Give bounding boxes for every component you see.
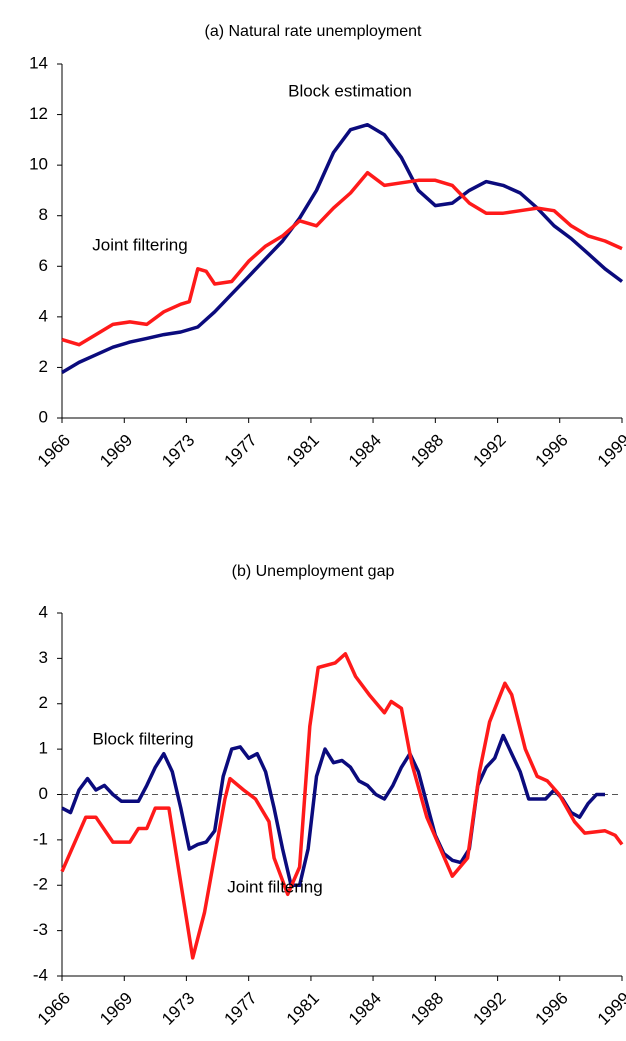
- x-tick-label: 1977: [220, 431, 260, 471]
- x-tick-label: 1977: [220, 989, 260, 1029]
- x-tick-label: 1996: [532, 989, 572, 1029]
- x-tick-label: 1966: [34, 431, 74, 471]
- x-tick-label: 1999: [594, 431, 626, 471]
- y-tick-label: 12: [29, 104, 48, 123]
- x-tick-label: 1996: [532, 431, 572, 471]
- x-tick-label: 1981: [283, 431, 323, 471]
- y-tick-label: 0: [39, 407, 48, 426]
- x-tick-label: 1988: [407, 431, 447, 471]
- x-tick-label: 1981: [283, 989, 323, 1029]
- annotation: Joint filtering: [227, 877, 322, 896]
- annotation: Block estimation: [288, 81, 412, 100]
- x-tick-label: 1969: [96, 989, 136, 1029]
- y-tick-label: -3: [33, 920, 48, 939]
- x-tick-label: 1984: [345, 989, 385, 1029]
- x-tick-label: 1969: [96, 431, 136, 471]
- panel: (a) Natural rate unemployment 0 2 4 6 8 10 12 14…: [29, 23, 626, 471]
- series-line: [61, 170, 623, 347]
- y-tick-label: 1: [39, 739, 48, 758]
- y-tick-label: 2: [39, 357, 48, 376]
- y-tick-label: 6: [39, 256, 48, 275]
- x-tick-label: 1992: [469, 431, 509, 471]
- series-line: [61, 733, 605, 888]
- x-tick-label: 1992: [469, 989, 509, 1029]
- y-tick-label: -1: [33, 829, 48, 848]
- y-tick-label: 3: [39, 648, 48, 667]
- series-line: [61, 122, 624, 375]
- x-tick-label: 1999: [594, 989, 626, 1029]
- x-tick-label: 1973: [158, 431, 198, 471]
- annotation: Block filtering: [92, 729, 193, 748]
- y-tick-label: -4: [33, 965, 48, 984]
- x-tick-label: 1966: [34, 989, 74, 1029]
- x-tick-label: 1973: [158, 989, 198, 1029]
- chart-title: (b) Unemployment gap: [232, 563, 395, 580]
- y-tick-label: 4: [39, 602, 48, 621]
- y-tick-label: 2: [39, 693, 48, 712]
- series-line: [60, 652, 624, 960]
- x-tick-label: 1988: [407, 989, 447, 1029]
- chart-title: (a) Natural rate unemployment: [205, 23, 423, 40]
- y-tick-label: 4: [39, 306, 48, 325]
- annotation: Joint filtering: [92, 235, 187, 254]
- y-tick-label: 8: [39, 205, 48, 224]
- x-tick-label: 1984: [345, 431, 385, 471]
- y-tick-label: 0: [39, 784, 48, 803]
- panel: (b) Unemployment gap -4 -3 -2 -1 0 1 2 3 4 1966 196…: [33, 563, 626, 1029]
- y-tick-label: -2: [33, 875, 48, 894]
- y-tick-label: 14: [29, 53, 48, 72]
- y-tick-label: 10: [29, 155, 48, 174]
